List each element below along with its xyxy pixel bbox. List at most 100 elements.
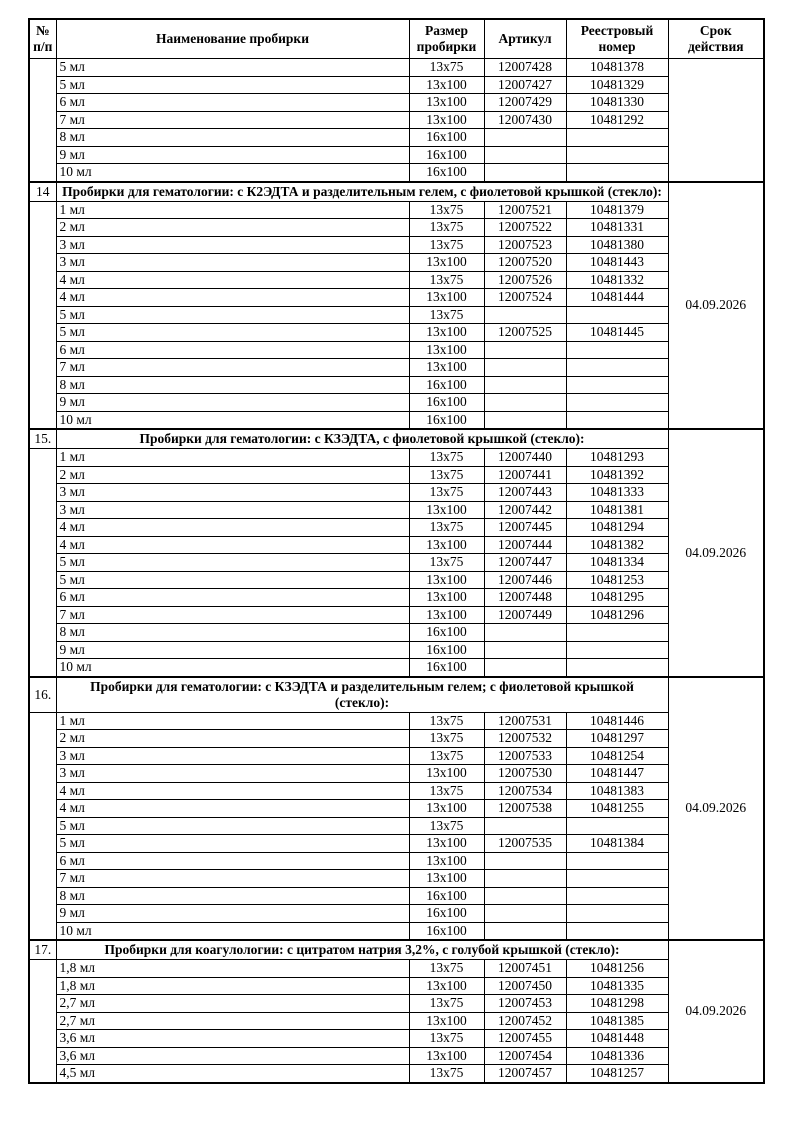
cell-tube-size: 13x75: [408, 270, 485, 289]
cell-article-number: 12007457: [483, 1064, 567, 1083]
cell-tube-name: 8 мл: [55, 375, 410, 394]
cell-tube-size: 13x100: [408, 358, 485, 377]
cell-article-number: 12007448: [483, 588, 567, 607]
cell-tube-name: 1 мл: [55, 200, 410, 219]
cell-registry-number: 10481294: [565, 518, 669, 537]
cell-article-number: [483, 358, 567, 377]
cell-tube-size: 13x75: [408, 746, 485, 765]
cell-tube-name: 6 мл: [55, 340, 410, 359]
cell-registry-number: 10481446: [565, 711, 669, 730]
section-title: Пробирки для гематологии: с К2ЭДТА и раз…: [55, 180, 669, 202]
table-row: 1 мл 13x75 12007440 10481293: [28, 448, 764, 677]
cell-registry-number: 10481330: [565, 93, 669, 112]
cell-registry-number: 10481254: [565, 746, 669, 765]
cell-registry-number: [565, 340, 669, 359]
cell-registry-number: 10481298: [565, 994, 669, 1013]
table-row: 5 мл 13x100 12007525 10481445: [29, 323, 764, 342]
cell-registry-number: [565, 128, 669, 147]
section-number: 15.: [28, 428, 57, 449]
cell-registry-number: [565, 869, 669, 888]
cell-registry-number: 10481329: [565, 75, 669, 94]
table-row: 8 мл 16x100: [29, 886, 764, 905]
cell-article-number: 12007526: [483, 270, 567, 289]
cell-registry-number: 10481334: [565, 553, 669, 572]
cell-tube-size: 13x75: [408, 235, 485, 254]
table-row: 5 мл 13x100 12007427 10481329: [29, 75, 764, 94]
table-row: 6 мл 13x100: [29, 851, 764, 870]
cell-tube-size: 13x75: [408, 58, 485, 77]
cell-tube-name: 4 мл: [55, 781, 410, 800]
cell-tube-size: 13x100: [408, 834, 485, 853]
cell-tube-name: 6 мл: [55, 851, 410, 870]
cell-article-number: 12007531: [483, 711, 567, 730]
table-row: 4 мл 13x100 12007444 10481382: [29, 535, 764, 554]
cell-article-number: [483, 340, 567, 359]
table-row: 9 мл 16x100: [29, 640, 764, 659]
cell-tube-name: 3 мл: [55, 483, 410, 502]
cell-registry-number: 10481253: [565, 570, 669, 589]
cell-registry-number: 10481443: [565, 253, 669, 272]
cell-registry-number: 10481255: [565, 799, 669, 818]
table-row: 7 мл 13x100: [29, 869, 764, 888]
cell-article-number: 12007535: [483, 834, 567, 853]
cell-tube-size: 16x100: [408, 393, 485, 412]
section-title: Пробирки для коагулологии: с цитратом на…: [55, 939, 669, 960]
cell-article-number: 12007445: [483, 518, 567, 537]
cell-tube-size: 13x100: [408, 588, 485, 607]
cell-registry-number: [565, 886, 669, 905]
cell-tube-name: 4 мл: [55, 799, 410, 818]
cell-registry-number: 10481296: [565, 605, 669, 624]
cell-article-number: 12007520: [483, 253, 567, 272]
cell-tube-size: 16x100: [408, 904, 485, 923]
cell-tube-size: 13x75: [408, 1029, 485, 1048]
cell-registry-number: 10481292: [565, 110, 669, 129]
cell-registry-number: 10481445: [565, 323, 669, 342]
cell-article-number: 12007522: [483, 218, 567, 237]
cell-registry-number: 10481382: [565, 535, 669, 554]
validity-date: 04.09.2026: [667, 428, 765, 677]
cell-tube-size: 13x100: [408, 976, 485, 995]
section-number-spacer: [28, 959, 57, 1083]
section-title: Пробирки для гематологии: с КЗЭДТА и раз…: [55, 675, 669, 713]
cell-article-number: 12007530: [483, 764, 567, 783]
table-row: 8 мл 16x100: [29, 375, 764, 394]
cell-registry-number: 10481297: [565, 729, 669, 748]
table-row: 2 мл 13x75 12007532 10481297: [29, 729, 764, 748]
cell-article-number: 12007441: [483, 465, 567, 484]
table-row: 3,6 мл 13x75 12007455 10481448: [29, 1029, 764, 1048]
table-row: 5 мл 13x75: [29, 305, 764, 324]
column-header-validity: Срок действия: [667, 18, 765, 59]
cell-tube-size: 16x100: [408, 145, 485, 164]
cell-tube-name: 8 мл: [55, 128, 410, 147]
cell-tube-name: 9 мл: [55, 640, 410, 659]
cell-tube-size: 13x100: [408, 535, 485, 554]
column-header-article: Артикул: [483, 18, 567, 59]
cell-registry-number: [565, 163, 669, 182]
cell-tube-name: 5 мл: [55, 816, 410, 835]
table-row: 2 мл 13x75 12007522 10481331: [29, 218, 764, 237]
cell-tube-size: 13x75: [408, 218, 485, 237]
table-row: 9 мл 16x100: [29, 393, 764, 412]
cell-tube-name: 2 мл: [55, 729, 410, 748]
cell-tube-name: 8 мл: [55, 886, 410, 905]
cell-article-number: 12007446: [483, 570, 567, 589]
table-row: 3 мл 13x100 12007530 10481447: [29, 764, 764, 783]
cell-tube-size: 13x100: [408, 851, 485, 870]
table-row: 1,8 мл 13x100 12007450 10481335: [29, 976, 764, 995]
cell-registry-number: [565, 375, 669, 394]
cell-tube-name: 4 мл: [55, 288, 410, 307]
cell-registry-number: 10481385: [565, 1011, 669, 1030]
cell-tube-name: 5 мл: [55, 834, 410, 853]
cell-tube-size: 13x100: [408, 869, 485, 888]
cell-tube-size: 13x75: [408, 729, 485, 748]
cell-article-number: [483, 163, 567, 182]
cell-tube-size: 13x100: [408, 253, 485, 272]
cell-registry-number: [565, 305, 669, 324]
cell-tube-name: 1 мл: [55, 448, 410, 467]
cell-registry-number: 10481331: [565, 218, 669, 237]
cell-registry-number: [565, 921, 669, 941]
table-row: 1 мл 13x75 12007531 10481446: [28, 711, 764, 941]
section-number-spacer: [28, 711, 57, 941]
column-header-size: Размер пробирки: [408, 18, 485, 59]
